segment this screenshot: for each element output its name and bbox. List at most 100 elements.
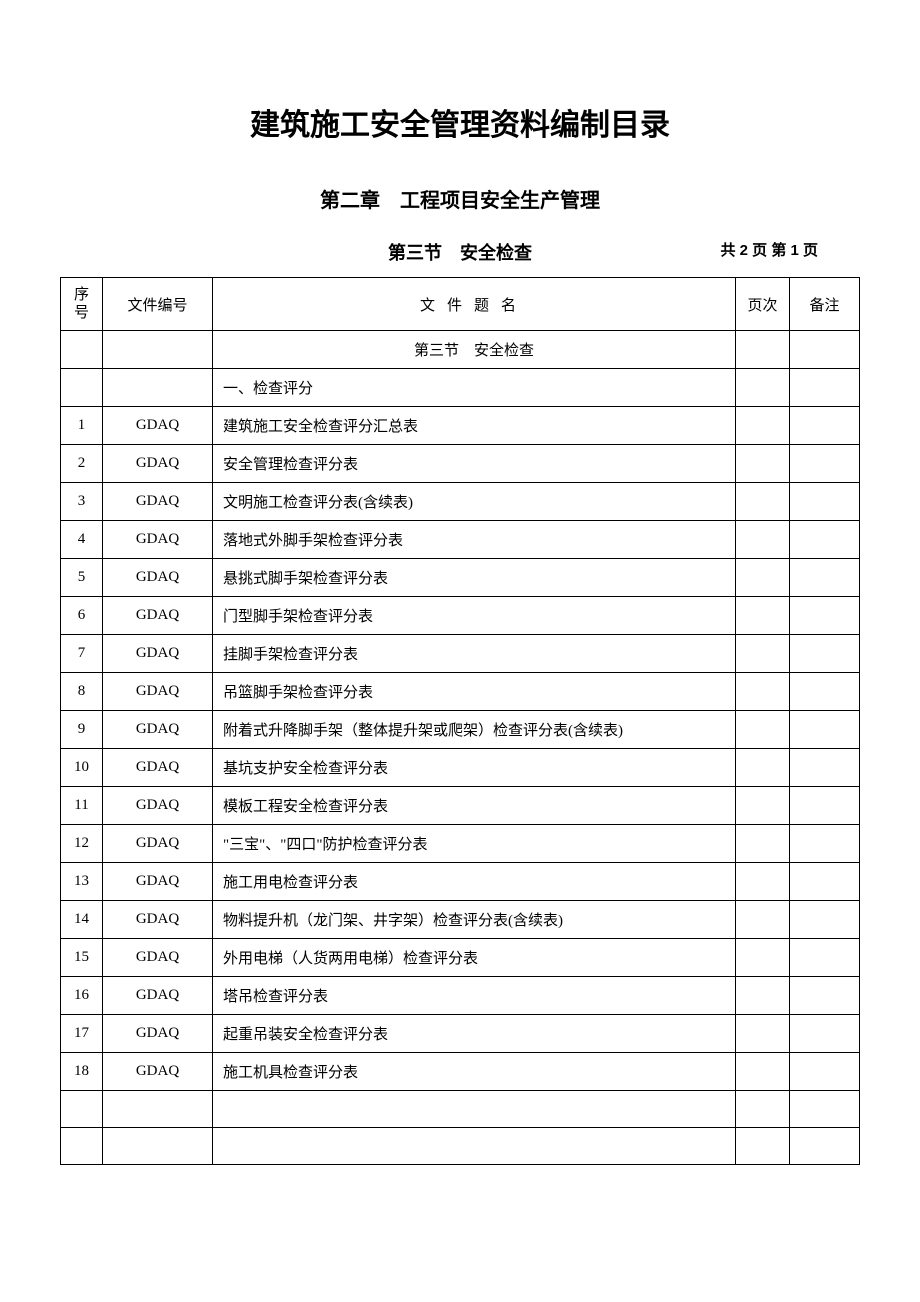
- cell-remark: [790, 863, 860, 901]
- cell-seq: 9: [61, 711, 103, 749]
- cell-docno: GDAQ: [103, 597, 213, 635]
- cell-title: 门型脚手架检查评分表: [213, 597, 736, 635]
- cell-docno: [103, 369, 213, 407]
- cell-seq: 7: [61, 635, 103, 673]
- document-title: 建筑施工安全管理资料编制目录: [60, 100, 860, 144]
- cell-page: [736, 521, 790, 559]
- cell-seq: 2: [61, 445, 103, 483]
- cell-title: 起重吊装安全检查评分表: [213, 1015, 736, 1053]
- table-row: 8GDAQ吊篮脚手架检查评分表: [61, 673, 860, 711]
- cell-remark: [790, 559, 860, 597]
- cell-remark: [790, 597, 860, 635]
- cell-title: [213, 1091, 736, 1128]
- cell-seq: 10: [61, 749, 103, 787]
- cell-remark: [790, 1128, 860, 1165]
- cell-page: [736, 749, 790, 787]
- cell-seq: [61, 1091, 103, 1128]
- table-row: 9GDAQ附着式升降脚手架（整体提升架或爬架）检查评分表(含续表): [61, 711, 860, 749]
- cell-page: [736, 1091, 790, 1128]
- section-row: 第三节 安全检查 共 2 页 第 1 页: [60, 239, 860, 265]
- cell-title: 建筑施工安全检查评分汇总表: [213, 407, 736, 445]
- cell-docno: GDAQ: [103, 635, 213, 673]
- cell-page: [736, 711, 790, 749]
- cell-seq: 16: [61, 977, 103, 1015]
- header-title: 文件题名: [213, 278, 736, 331]
- cell-page: [736, 939, 790, 977]
- section-heading: 第三节 安全检查: [388, 239, 532, 265]
- cell-seq: 4: [61, 521, 103, 559]
- cell-page: [736, 331, 790, 369]
- table-row: 2GDAQ安全管理检查评分表: [61, 445, 860, 483]
- cell-remark: [790, 825, 860, 863]
- cell-page: [736, 1128, 790, 1165]
- table-row: 6GDAQ门型脚手架检查评分表: [61, 597, 860, 635]
- cell-remark: [790, 711, 860, 749]
- cell-title: 挂脚手架检查评分表: [213, 635, 736, 673]
- table-row: 17GDAQ起重吊装安全检查评分表: [61, 1015, 860, 1053]
- cell-subsection-title: 一、检查评分: [213, 369, 736, 407]
- cell-title: 物料提升机（龙门架、井字架）检查评分表(含续表): [213, 901, 736, 939]
- cell-page: [736, 863, 790, 901]
- table-row: 14GDAQ物料提升机（龙门架、井字架）检查评分表(含续表): [61, 901, 860, 939]
- cell-seq: 14: [61, 901, 103, 939]
- table-row: 13GDAQ施工用电检查评分表: [61, 863, 860, 901]
- cell-docno: GDAQ: [103, 1053, 213, 1091]
- cell-page: [736, 977, 790, 1015]
- cell-docno: [103, 1128, 213, 1165]
- cell-title: "三宝"、"四口"防护检查评分表: [213, 825, 736, 863]
- cell-seq: 8: [61, 673, 103, 711]
- cell-title: 落地式外脚手架检查评分表: [213, 521, 736, 559]
- cell-docno: GDAQ: [103, 407, 213, 445]
- cell-docno: [103, 331, 213, 369]
- cell-docno: GDAQ: [103, 863, 213, 901]
- cell-title: 文明施工检查评分表(含续表): [213, 483, 736, 521]
- cell-page: [736, 369, 790, 407]
- header-seq-line1: 序: [74, 287, 89, 303]
- cell-docno: GDAQ: [103, 483, 213, 521]
- cell-remark: [790, 939, 860, 977]
- cell-remark: [790, 445, 860, 483]
- table-row: 10GDAQ基坑支护安全检查评分表: [61, 749, 860, 787]
- cell-docno: GDAQ: [103, 787, 213, 825]
- cell-page: [736, 559, 790, 597]
- cell-docno: [103, 1091, 213, 1128]
- cell-page: [736, 1015, 790, 1053]
- cell-title: 安全管理检查评分表: [213, 445, 736, 483]
- cell-remark: [790, 1091, 860, 1128]
- cell-docno: GDAQ: [103, 711, 213, 749]
- cell-page: [736, 787, 790, 825]
- cell-title: 悬挑式脚手架检查评分表: [213, 559, 736, 597]
- table-row: 12GDAQ"三宝"、"四口"防护检查评分表: [61, 825, 860, 863]
- table-row: 3GDAQ文明施工检查评分表(含续表): [61, 483, 860, 521]
- cell-page: [736, 825, 790, 863]
- toc-table: 序 号 文件编号 文件题名 页次 备注 第三节 安全检查 一、检查评分 1GDA…: [60, 277, 860, 1165]
- cell-docno: GDAQ: [103, 977, 213, 1015]
- table-row: [61, 1091, 860, 1128]
- table-header-row: 序 号 文件编号 文件题名 页次 备注: [61, 278, 860, 331]
- cell-seq: 15: [61, 939, 103, 977]
- cell-seq: 13: [61, 863, 103, 901]
- cell-page: [736, 673, 790, 711]
- cell-docno: GDAQ: [103, 901, 213, 939]
- cell-page: [736, 597, 790, 635]
- cell-title: 外用电梯（人货两用电梯）检查评分表: [213, 939, 736, 977]
- table-row: [61, 1128, 860, 1165]
- cell-remark: [790, 635, 860, 673]
- cell-remark: [790, 977, 860, 1015]
- cell-seq: 6: [61, 597, 103, 635]
- table-row: 4GDAQ落地式外脚手架检查评分表: [61, 521, 860, 559]
- cell-remark: [790, 673, 860, 711]
- cell-seq: [61, 331, 103, 369]
- cell-page: [736, 445, 790, 483]
- table-row: 1GDAQ建筑施工安全检查评分汇总表: [61, 407, 860, 445]
- cell-remark: [790, 1015, 860, 1053]
- cell-remark: [790, 1053, 860, 1091]
- cell-page: [736, 483, 790, 521]
- cell-seq: [61, 369, 103, 407]
- cell-docno: GDAQ: [103, 749, 213, 787]
- cell-docno: GDAQ: [103, 939, 213, 977]
- table-row: 18GDAQ施工机具检查评分表: [61, 1053, 860, 1091]
- cell-docno: GDAQ: [103, 521, 213, 559]
- cell-remark: [790, 331, 860, 369]
- cell-title: [213, 1128, 736, 1165]
